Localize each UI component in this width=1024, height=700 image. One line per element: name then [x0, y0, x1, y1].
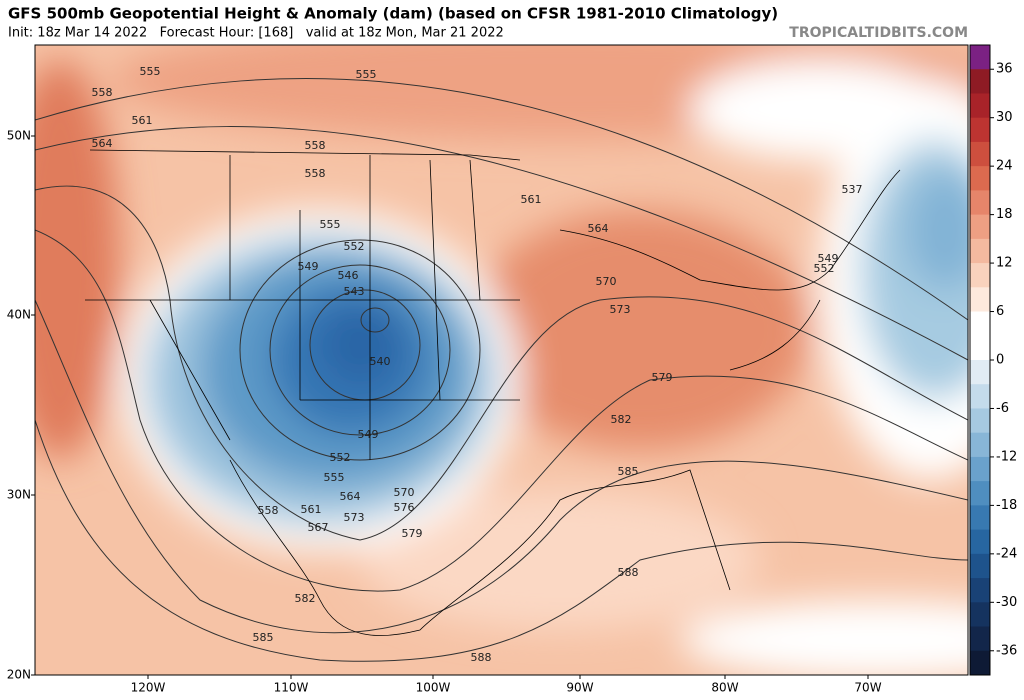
contour-label: 537	[842, 183, 863, 196]
colorbar-label: 18	[996, 207, 1013, 222]
colorbar-bin	[970, 238, 990, 264]
contour-label: 564	[340, 490, 361, 503]
contour-label: 552	[344, 240, 365, 253]
contour-label: 579	[652, 371, 673, 384]
subtitle: Init: 18z Mar 14 2022 Forecast Hour: [16…	[8, 26, 504, 41]
contour-label: 561	[301, 503, 322, 516]
contour-label: 558	[92, 86, 113, 99]
lon-label: 120W	[131, 681, 166, 695]
contour-label: 573	[344, 511, 365, 524]
contour-label: 564	[92, 137, 113, 150]
lat-label: 50N	[7, 129, 31, 143]
contour-label: 555	[356, 68, 377, 81]
contour-label: 552	[814, 262, 835, 275]
contour-label: 546	[338, 269, 359, 282]
colorbar-label: 0	[996, 353, 1004, 368]
colorbar-bin	[970, 360, 990, 385]
contour-label: 549	[818, 252, 839, 265]
contour-label: 558	[305, 139, 326, 152]
colorbar-bin	[970, 45, 990, 70]
colorbar-bin	[970, 529, 990, 555]
contour-label: 582	[611, 413, 632, 426]
contour-label: 549	[298, 260, 319, 273]
lon-label: 110W	[274, 681, 309, 695]
colorbar-bin	[970, 408, 990, 434]
colorbar-bin	[970, 602, 990, 628]
colorbar-bin	[970, 481, 990, 506]
contour-label: 558	[305, 167, 326, 180]
colorbar-label: -6	[996, 401, 1009, 416]
contour-label: 570	[596, 275, 617, 288]
contour-label: 564	[588, 222, 609, 235]
colorbar-bin	[970, 93, 990, 119]
contour-label: 573	[610, 303, 631, 316]
contour-label: 567	[308, 521, 329, 534]
contour-label: 552	[330, 451, 351, 464]
lat-label: 30N	[7, 488, 31, 502]
source: TROPICALTIDBITS.COM	[789, 25, 968, 41]
contour-label: 549	[358, 428, 379, 441]
colorbar-label: -12	[996, 449, 1017, 464]
colorbar-label: 6	[996, 304, 1004, 319]
colorbar-bin	[970, 432, 990, 458]
colorbar-bin	[970, 335, 990, 361]
map-frame	[34, 44, 969, 676]
colorbar-bin	[970, 117, 990, 143]
contour-label: 576	[394, 501, 415, 514]
contour-label: 585	[253, 631, 274, 644]
colorbar-bin	[970, 190, 990, 216]
lon-label: 90W	[566, 681, 593, 695]
colorbar-bin	[970, 505, 990, 531]
contour-label: 555	[324, 471, 345, 484]
colorbar-bin	[970, 166, 990, 191]
colorbar-bin	[970, 69, 990, 94]
lat-label: 20N	[7, 668, 31, 682]
contour-label: 558	[258, 504, 279, 517]
colorbar-label: 36	[996, 62, 1013, 77]
lon-label: 70W	[854, 681, 881, 695]
colorbar-label: -24	[996, 546, 1017, 561]
contour-label: 543	[344, 285, 365, 298]
contour-label: 561	[132, 114, 153, 127]
contour-label: 582	[295, 592, 316, 605]
contour-label: 585	[618, 465, 639, 478]
contour-label: 561	[521, 193, 542, 206]
colorbar-bin	[970, 553, 990, 579]
colorbar-bin	[970, 384, 990, 409]
colorbar-bin	[970, 263, 990, 288]
colorbar-label: 30	[996, 110, 1013, 125]
lon-label: 80W	[711, 681, 738, 695]
contour-label: 588	[618, 566, 639, 579]
colorbar-label: 12	[996, 256, 1013, 271]
colorbar-label: -36	[996, 643, 1017, 658]
colorbar-bin	[970, 287, 990, 313]
colorbar-label: -30	[996, 595, 1017, 610]
contour-label: 588	[471, 651, 492, 664]
colorbar-bin	[970, 578, 990, 603]
lat-label: 40N	[7, 308, 31, 322]
colorbar-bin	[970, 626, 990, 652]
contour-label: 540	[370, 355, 391, 368]
colorbar-label: -18	[996, 498, 1017, 513]
contour-label: 555	[320, 218, 341, 231]
contour-label: 579	[402, 527, 423, 540]
title: GFS 500mb Geopotential Height & Anomaly …	[8, 5, 778, 23]
colorbar-bin	[970, 456, 990, 482]
lon-label: 100W	[416, 681, 451, 695]
contour-label: 555	[140, 65, 161, 78]
colorbar-label: 24	[996, 159, 1013, 174]
colorbar-bin	[970, 650, 990, 676]
colorbar-bin	[970, 141, 990, 167]
contour-label: 570	[394, 486, 415, 499]
colorbar-bin	[970, 214, 990, 240]
colorbar-bin	[970, 311, 990, 337]
map-area	[35, 45, 968, 675]
